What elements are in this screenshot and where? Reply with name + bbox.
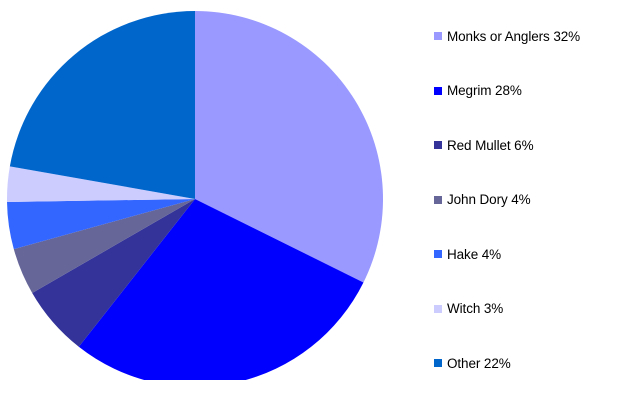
legend-swatch-0 bbox=[434, 32, 442, 40]
pie-slice-3 bbox=[13, 199, 195, 293]
legend-swatch-5 bbox=[434, 304, 442, 313]
pie-slice-1 bbox=[78, 199, 364, 380]
pie-slice-4 bbox=[7, 199, 195, 250]
pie-plot-area bbox=[6, 11, 384, 380]
legend-item-0: Monks or Anglers 32% bbox=[434, 26, 617, 46]
pie-chart: Monks or Anglers 32% Megrim 28% Red Mullet… bbox=[6, 11, 580, 380]
legend-swatch-1 bbox=[434, 86, 442, 95]
legend-item-5: Witch 3% bbox=[434, 299, 617, 319]
legend-item-2: Red Mullet 6% bbox=[434, 135, 617, 155]
legend-item-3: John Dory 4% bbox=[434, 190, 617, 210]
legend-item-6: Other 22% bbox=[434, 353, 617, 373]
pie-slice-6 bbox=[9, 11, 195, 199]
pie-slice-2 bbox=[32, 199, 195, 347]
legend-label-4: Hake 4% bbox=[447, 246, 502, 262]
legend-label-1: Megrim 28% bbox=[447, 83, 522, 98]
legend-item-4: Hake 4% bbox=[434, 244, 617, 264]
legend-label-3: John Dory 4% bbox=[447, 192, 531, 207]
pie-slice-0 bbox=[195, 11, 384, 283]
legend: Monks or Anglers 32% Megrim 28% Red Mullet… bbox=[434, 26, 617, 408]
legend-swatch-4 bbox=[434, 250, 442, 258]
legend-label-2: Red Mullet 6% bbox=[447, 137, 534, 153]
legend-item-1: Megrim 28% bbox=[434, 81, 617, 101]
legend-swatch-2 bbox=[434, 141, 442, 149]
legend-swatch-6 bbox=[434, 359, 442, 367]
legend-label-5: Witch 3% bbox=[447, 301, 504, 316]
pie-slice-5 bbox=[6, 166, 195, 202]
legend-label-0: Monks or Anglers 32% bbox=[447, 28, 581, 44]
legend-swatch-3 bbox=[434, 195, 442, 204]
legend-label-6: Other 22% bbox=[447, 355, 511, 371]
